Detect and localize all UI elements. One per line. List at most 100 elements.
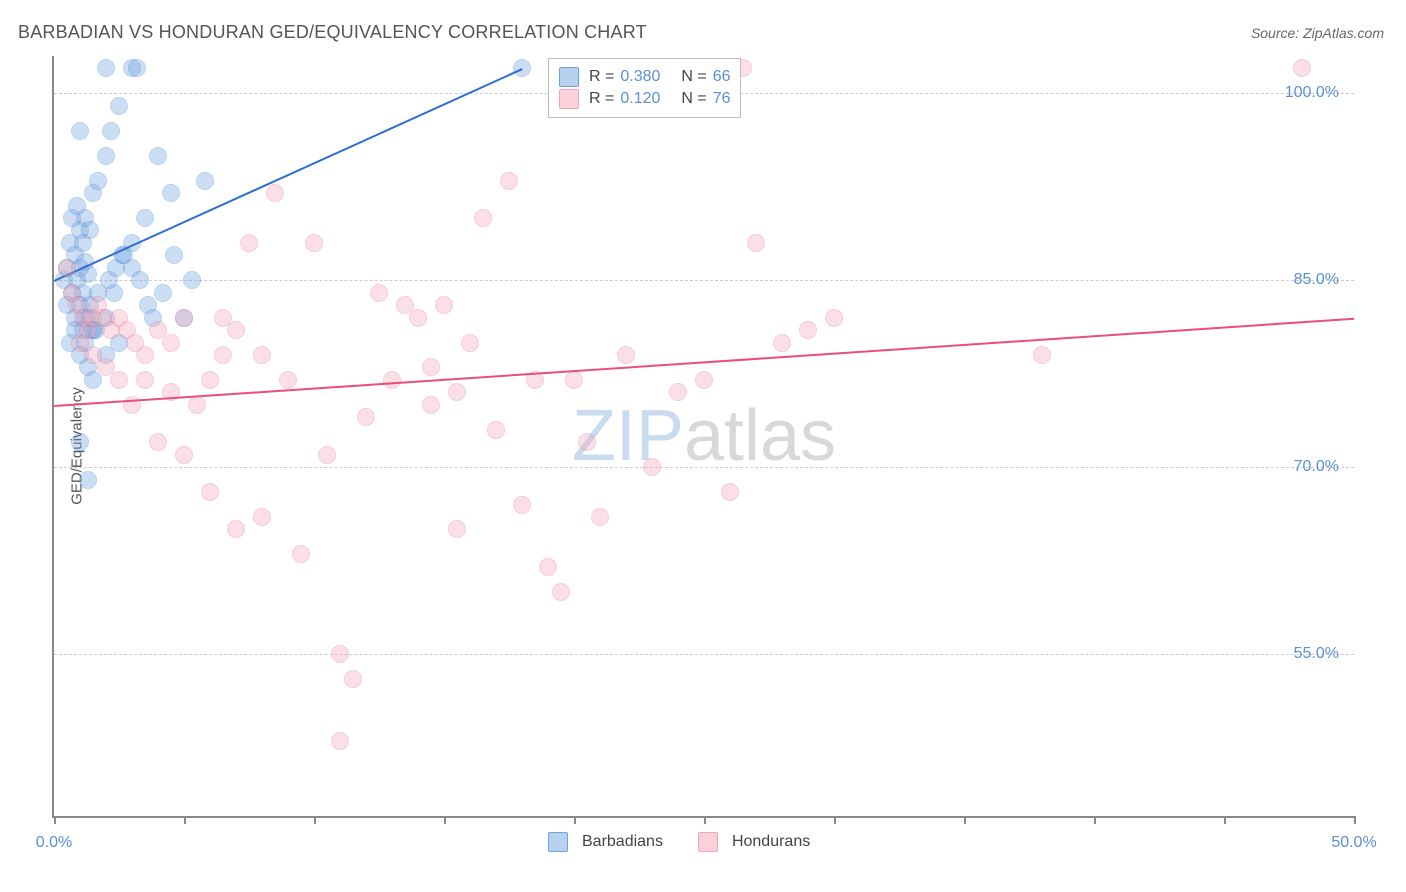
legend-swatch [559, 67, 579, 87]
data-point [266, 184, 284, 202]
data-point [89, 172, 107, 190]
data-point [591, 508, 609, 526]
x-tick [1224, 816, 1226, 824]
data-point [110, 371, 128, 389]
x-tick [704, 816, 706, 824]
legend-label: Hondurans [732, 833, 810, 851]
r-label: R = [589, 90, 614, 108]
r-value: 0.120 [620, 90, 675, 108]
data-point [331, 645, 349, 663]
data-point [131, 271, 149, 289]
chart-title: BARBADIAN VS HONDURAN GED/EQUIVALENCY CO… [18, 22, 647, 43]
y-tick-label: 100.0% [1285, 84, 1339, 102]
data-point [721, 483, 739, 501]
trend-line [54, 318, 1354, 407]
data-point [513, 496, 531, 514]
data-point [201, 483, 219, 501]
data-point [97, 147, 115, 165]
data-point [422, 396, 440, 414]
x-tick [444, 816, 446, 824]
data-point [825, 309, 843, 327]
data-point [253, 346, 271, 364]
x-tick [574, 816, 576, 824]
data-point [149, 433, 167, 451]
x-tick [834, 816, 836, 824]
data-point [474, 209, 492, 227]
legend-label: Barbadians [582, 833, 663, 851]
data-point [68, 197, 86, 215]
legend-row: R =0.380N =66 [559, 67, 730, 87]
data-point [448, 520, 466, 538]
chart-container: BARBADIAN VS HONDURAN GED/EQUIVALENCY CO… [0, 0, 1406, 892]
data-point [357, 408, 375, 426]
data-point [188, 396, 206, 414]
gridline [54, 654, 1354, 655]
data-point [214, 346, 232, 364]
x-tick-label: 0.0% [36, 834, 72, 852]
data-point [154, 284, 172, 302]
legend-swatch [548, 832, 568, 852]
data-point [165, 246, 183, 264]
data-point [669, 383, 687, 401]
legend-swatch [559, 89, 579, 109]
data-point [58, 259, 76, 277]
data-point [461, 334, 479, 352]
gridline [54, 467, 1354, 468]
n-value: 66 [713, 68, 731, 86]
x-tick [1094, 816, 1096, 824]
legend-swatch [698, 832, 718, 852]
data-point [331, 732, 349, 750]
data-point [175, 309, 193, 327]
data-point [201, 371, 219, 389]
data-point [81, 221, 99, 239]
data-point [79, 471, 97, 489]
n-label: N = [681, 68, 706, 86]
y-tick-label: 70.0% [1294, 458, 1339, 476]
data-point [253, 508, 271, 526]
n-value: 76 [713, 90, 731, 108]
y-tick-label: 55.0% [1294, 645, 1339, 663]
x-tick [1354, 816, 1356, 824]
data-point [344, 670, 362, 688]
data-point [136, 371, 154, 389]
data-point [162, 184, 180, 202]
correlation-legend: R =0.380N =66R =0.120N =76 [548, 58, 741, 118]
data-point [240, 234, 258, 252]
y-tick-label: 85.0% [1294, 271, 1339, 289]
data-point [305, 234, 323, 252]
data-point [227, 321, 245, 339]
r-label: R = [589, 68, 614, 86]
data-point [110, 97, 128, 115]
data-point [773, 334, 791, 352]
legend-row: R = 0.120 N = 76 [559, 89, 730, 109]
x-tick [964, 816, 966, 824]
x-tick [184, 816, 186, 824]
data-point [617, 346, 635, 364]
gridline [54, 280, 1354, 281]
watermark: ZIPatlas [572, 395, 836, 477]
data-point [578, 433, 596, 451]
data-point [370, 284, 388, 302]
x-tick [54, 816, 56, 824]
data-point [487, 421, 505, 439]
watermark-atlas: atlas [684, 396, 836, 476]
data-point [500, 172, 518, 190]
data-point [539, 558, 557, 576]
data-point [136, 209, 154, 227]
data-point [1033, 346, 1051, 364]
data-point [279, 371, 297, 389]
data-point [71, 433, 89, 451]
data-point [799, 321, 817, 339]
data-point [747, 234, 765, 252]
data-point [292, 545, 310, 563]
plot-area: ZIPatlas 55.0%70.0%85.0%100.0%0.0%50.0%R… [52, 56, 1354, 818]
data-point [643, 458, 661, 476]
data-point [175, 446, 193, 464]
x-tick-label: 50.0% [1331, 834, 1376, 852]
data-point [1293, 59, 1311, 77]
n-label: N = [681, 90, 706, 108]
data-point [71, 122, 89, 140]
data-point [565, 371, 583, 389]
data-point [435, 296, 453, 314]
data-point [695, 371, 713, 389]
